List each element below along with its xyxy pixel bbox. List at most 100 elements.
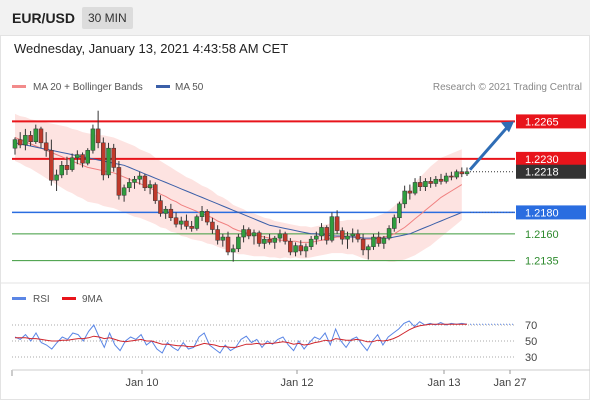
candle-body	[199, 211, 205, 217]
candle-body	[262, 238, 267, 244]
candle-body	[241, 229, 246, 238]
timeframe-button[interactable]: 30 MIN	[82, 7, 133, 29]
rsi-legend-swatch	[12, 297, 26, 300]
price-badge-text: 1.2218	[525, 167, 559, 179]
bollinger-band-area	[15, 113, 462, 262]
candle-body	[433, 178, 439, 184]
ma20-legend-swatch	[12, 85, 26, 88]
candle-body	[366, 246, 371, 251]
price-badge-1.2180	[516, 205, 586, 220]
level-text: 1.2135	[525, 256, 559, 268]
forecast-arrow-shaft	[468, 125, 510, 171]
rsi-line	[14, 320, 468, 354]
ma20-legend-label: MA 20 + Bollinger Bands	[33, 82, 143, 93]
candle-body	[417, 182, 423, 187]
candle-body	[319, 227, 324, 237]
candle-body	[54, 174, 59, 181]
candles	[12, 110, 470, 262]
candle-body	[423, 181, 428, 187]
candle-body	[230, 248, 236, 253]
candle-body	[173, 217, 179, 225]
chart-header: EUR/USD 30 MIN	[0, 0, 590, 36]
candle-body	[360, 238, 366, 251]
candle-body	[153, 184, 158, 201]
credit-text: Research © 2021 Trading Central	[433, 82, 582, 93]
timestamp: Wednesday, January 13, 2021 4:43:58 AM C…	[14, 41, 289, 56]
ma50-legend-swatch	[156, 85, 170, 88]
candle-body	[386, 228, 392, 239]
candle-body	[137, 175, 142, 180]
candle-body	[355, 233, 361, 240]
candle-body	[308, 238, 314, 247]
candle-body	[80, 154, 85, 164]
candle-body	[407, 190, 413, 194]
candle-body	[293, 245, 298, 253]
x-axis: Jan 10 Jan 12 Jan 13 Jan 27	[125, 370, 527, 389]
candle-body	[376, 236, 381, 244]
price-badge-text: 1.2265	[525, 116, 559, 128]
ma50-legend-label: MA 50	[175, 82, 204, 93]
candle-body	[324, 227, 329, 241]
x-axis-label: Jan 27	[493, 377, 526, 389]
candle-body	[189, 226, 194, 229]
candle-body	[267, 238, 272, 243]
candle-body	[397, 203, 402, 219]
forecast-arrow	[468, 121, 514, 171]
candle-body	[371, 236, 376, 247]
price-badge-text: 1.2230	[525, 154, 559, 166]
candle-body	[43, 142, 49, 151]
candle-body	[392, 217, 397, 229]
x-axis-label: Jan 12	[280, 377, 313, 389]
candle-body	[314, 235, 319, 240]
candle-body	[95, 128, 101, 144]
candle-body	[12, 139, 18, 149]
rsi-tick-label: 70	[525, 320, 537, 332]
candle-body	[85, 150, 90, 164]
candle-body	[454, 171, 459, 178]
rsi-ma-legend-label: 9MA	[82, 294, 103, 305]
candle-body	[215, 229, 220, 241]
candle-body	[163, 208, 168, 214]
candle-body	[168, 208, 174, 219]
candle-body	[59, 165, 65, 176]
candle-body	[402, 190, 407, 205]
candle-body	[127, 182, 132, 189]
candle-body	[340, 230, 345, 240]
candle-body	[64, 165, 70, 170]
candle-body	[459, 171, 465, 175]
candle-body	[277, 233, 283, 239]
candle-body	[350, 233, 355, 237]
candle-body	[106, 147, 111, 176]
candle-body	[147, 184, 153, 189]
rsi-legend-label: RSI	[33, 294, 50, 305]
candle-body	[236, 236, 241, 250]
candle-body	[345, 235, 350, 240]
symbol-label: EUR/USD	[12, 10, 76, 26]
candle-body	[210, 221, 215, 230]
candle-body	[69, 157, 75, 170]
candle-body	[38, 128, 44, 144]
candle-body	[17, 139, 23, 146]
candle-body	[184, 220, 189, 227]
candle-body	[246, 229, 252, 237]
candle-body	[288, 241, 293, 253]
forecast-arrow-head	[501, 121, 514, 133]
candle-body	[49, 150, 54, 181]
rsi-panel: 70 50 30	[12, 320, 537, 364]
candle-body	[412, 182, 418, 194]
candle-body	[329, 216, 335, 241]
candle-body	[90, 128, 96, 151]
candle-body	[298, 245, 303, 252]
candle-body	[179, 220, 184, 225]
candle-body	[132, 178, 137, 183]
candle-body	[225, 236, 231, 253]
price-badge-1.2230	[516, 151, 586, 166]
candle-body	[116, 167, 122, 196]
level-text: 1.2160	[525, 229, 559, 241]
price-badge-1.2218	[516, 164, 586, 179]
candle-body	[303, 246, 309, 252]
rsi-ma-line	[15, 323, 467, 348]
price-badge-1.2265	[516, 114, 586, 129]
